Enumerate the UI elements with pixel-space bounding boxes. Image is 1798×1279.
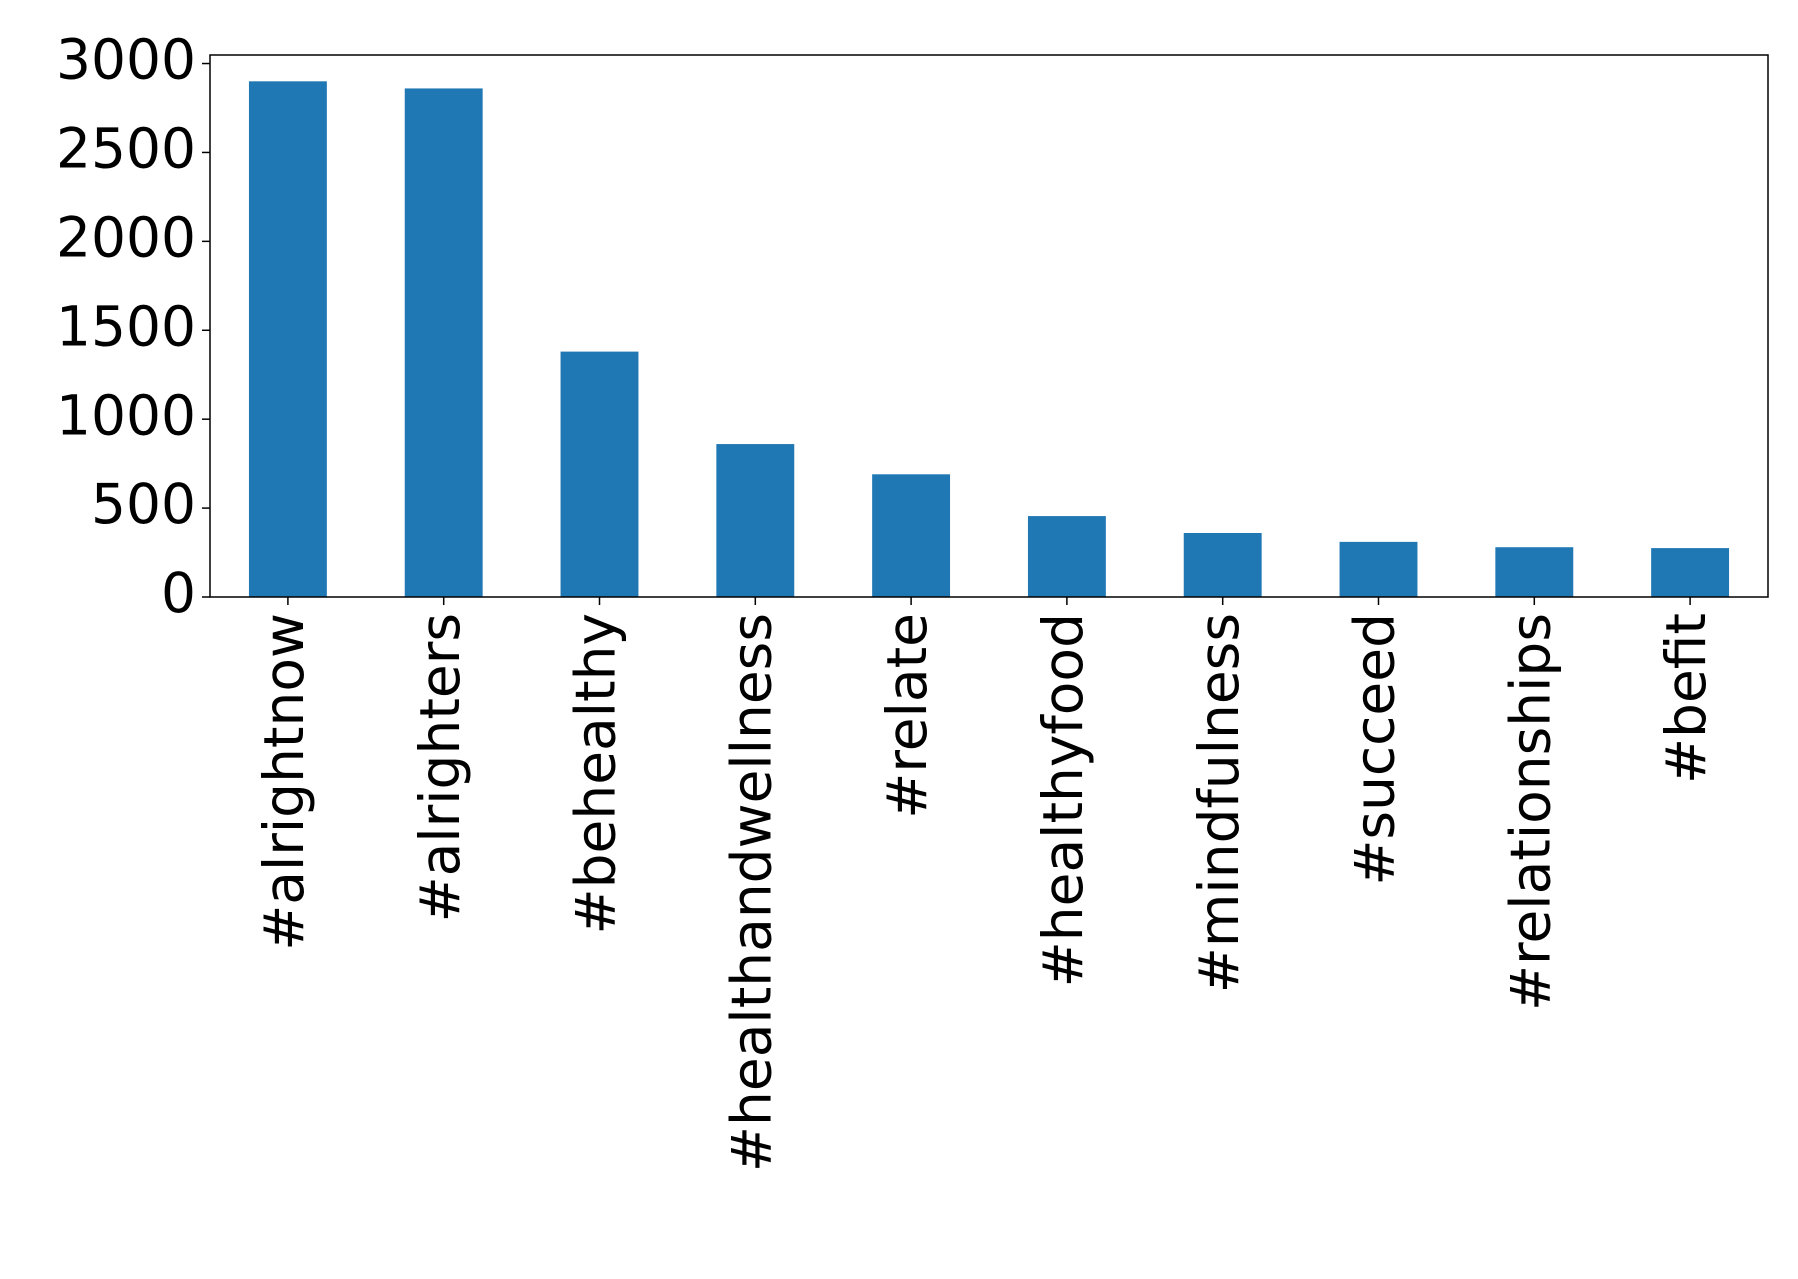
x-tick-label: #healthyfood <box>1031 613 1095 987</box>
x-tick-label: #befit <box>1654 613 1718 784</box>
y-tick-label: 0 <box>161 561 196 625</box>
y-tick-label: 500 <box>91 472 196 536</box>
y-tick-label: 1000 <box>56 383 196 447</box>
axes-frame <box>209 54 1769 598</box>
x-tick-label: #alrighters <box>408 613 472 922</box>
bar <box>1651 548 1730 597</box>
x-tick-label: #behealthy <box>564 613 628 935</box>
bar <box>560 351 639 597</box>
x-tick-label: #relate <box>875 613 939 819</box>
x-tick-label: #mindfulness <box>1187 613 1251 993</box>
bar <box>716 444 795 597</box>
x-tick-label: #alrightnow <box>252 613 316 951</box>
bar <box>1339 541 1418 597</box>
y-tick-label: 3000 <box>56 28 196 92</box>
x-tick-label: #healthandwellness <box>719 613 783 1172</box>
y-tick-label: 1500 <box>56 294 196 358</box>
y-tick-label: 2500 <box>56 117 196 181</box>
y-tick-label: 2000 <box>56 205 196 269</box>
bar <box>1183 532 1262 597</box>
bar <box>248 81 327 598</box>
x-tick-label: #succeed <box>1343 613 1407 886</box>
x-tick-label: #relationships <box>1498 613 1562 1011</box>
bar <box>1027 516 1106 597</box>
bar <box>1495 547 1574 597</box>
bar <box>872 474 951 597</box>
bar <box>404 88 483 597</box>
